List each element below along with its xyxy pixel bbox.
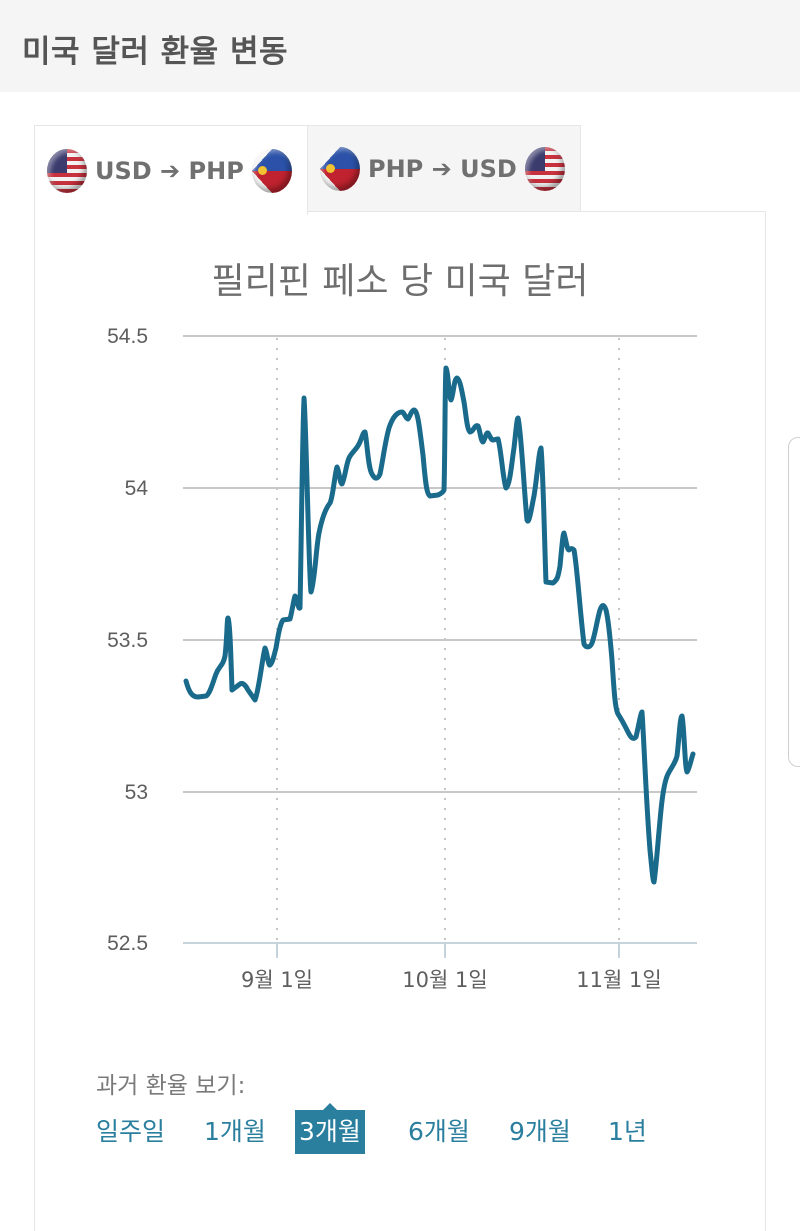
y-gridlines bbox=[183, 335, 697, 793]
range-option-1-year[interactable]: 1년 bbox=[608, 1117, 647, 1146]
us-flag-icon bbox=[47, 148, 87, 193]
y-tick-label: 54.5 bbox=[107, 325, 148, 348]
rate-line bbox=[183, 365, 696, 885]
ph-flag-icon bbox=[320, 146, 360, 191]
tab-usd-to-php[interactable]: USD ➔ PHP bbox=[34, 125, 308, 215]
y-tick-label: 54 bbox=[124, 477, 148, 500]
chart-title: 필리핀 페소 당 미국 달러 bbox=[211, 261, 589, 302]
history-rates-label: 과거 환율 보기: bbox=[96, 1073, 246, 1099]
tab-label: USD ➔ PHP bbox=[95, 156, 244, 185]
range-option-3-months[interactable]: 3개월 bbox=[295, 1103, 365, 1154]
range-option-1-week[interactable]: 일주일 bbox=[96, 1117, 166, 1146]
page-header: 미국 달러 환율 변동 bbox=[0, 0, 800, 92]
range-option-6-months[interactable]: 6개월 bbox=[408, 1117, 470, 1146]
edge-panel-handle[interactable] bbox=[788, 437, 800, 767]
y-tick-label: 53.5 bbox=[107, 629, 148, 652]
tab-php-to-usd[interactable]: PHP ➔ USD bbox=[307, 125, 581, 212]
x-axis bbox=[183, 942, 697, 958]
ph-flag-icon bbox=[251, 148, 292, 193]
range-option-1-month[interactable]: 1개월 bbox=[204, 1117, 266, 1146]
y-tick-label: 52.5 bbox=[107, 932, 148, 955]
y-tick-label: 53 bbox=[124, 781, 148, 804]
x-tick-label: 10월 1일 bbox=[402, 968, 488, 992]
x-tick-label: 9월 1일 bbox=[240, 968, 314, 992]
x-tick-label: 11월 1일 bbox=[576, 968, 662, 992]
exchange-rate-line-chart bbox=[183, 335, 697, 958]
tab-label: PHP ➔ USD bbox=[368, 154, 517, 183]
us-flag-icon bbox=[524, 146, 565, 191]
page-title: 미국 달러 환율 변동 bbox=[22, 34, 289, 70]
range-option-9-months[interactable]: 9개월 bbox=[509, 1117, 571, 1146]
